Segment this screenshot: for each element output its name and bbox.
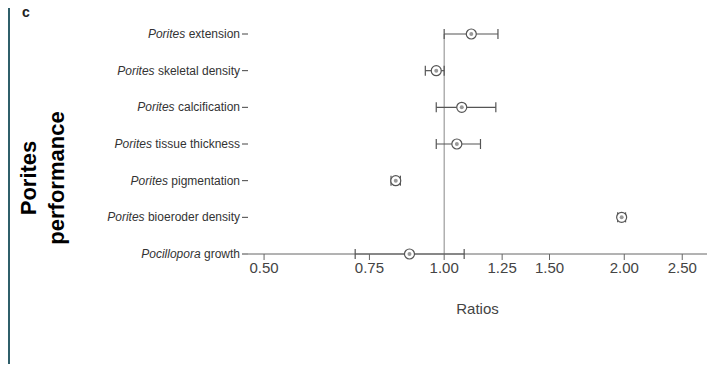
svg-text:2.00: 2.00 [610,259,639,276]
svg-text:Porites calcification: Porites calcification [137,100,240,114]
svg-text:Porites extension: Porites extension [148,27,240,41]
svg-text:0.50: 0.50 [249,259,278,276]
svg-text:Pocillopora growth: Pocillopora growth [141,247,240,261]
svg-text:performance: performance [44,111,69,244]
svg-text:Porites: Porites [16,141,41,216]
svg-text:Porites skeletal density: Porites skeletal density [117,64,240,78]
svg-text:2.50: 2.50 [668,259,697,276]
html-text:c: c [22,4,30,20]
svg-text:0.75: 0.75 [355,259,384,276]
svg-text:1.25: 1.25 [488,259,517,276]
svg-text:Porites bioeroder density: Porites bioeroder density [107,210,240,224]
svg-text:1.00: 1.00 [430,259,459,276]
svg-text:Ratios: Ratios [456,300,499,317]
svg-text:Porites tissue thickness: Porites tissue thickness [115,137,240,151]
svg-text:1.50: 1.50 [535,259,564,276]
svg-text:Porites pigmentation: Porites pigmentation [131,174,240,188]
